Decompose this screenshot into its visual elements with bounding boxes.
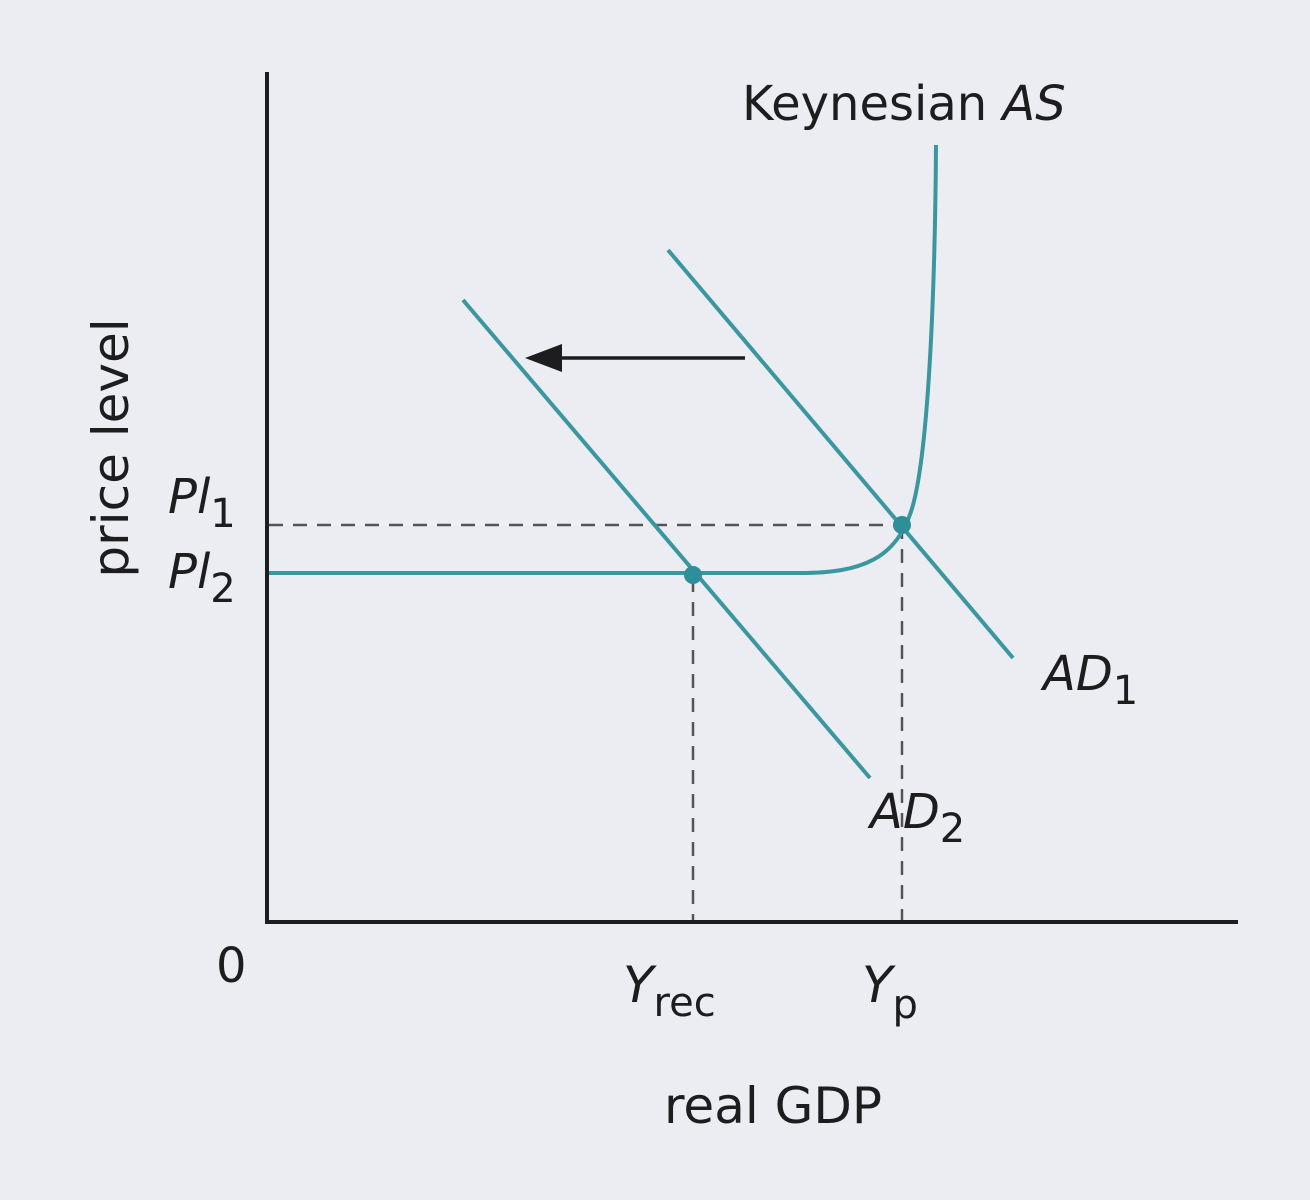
ad1-curve [666, 248, 1015, 660]
y-rec-label: Yrec [623, 956, 716, 1026]
equilibrium-point-ad2 [684, 566, 702, 584]
ad2-curve [461, 298, 872, 780]
as-curve-label: Keynesian AS [742, 76, 1066, 132]
shift-arrow-head-icon [525, 344, 562, 372]
origin-label: 0 [216, 938, 247, 994]
y-axis-label: price level [82, 318, 140, 577]
pl2-label: Pl2 [168, 544, 236, 612]
equilibrium-point-ad1 [893, 516, 911, 534]
pl1-label: Pl1 [168, 469, 236, 537]
x-axis-label: real GDP [664, 1077, 882, 1135]
keynesian-as-curve [269, 144, 938, 575]
y-p-label: Yp [862, 956, 918, 1028]
ad2-label: AD2 [867, 784, 965, 852]
ad1-label: AD1 [1040, 646, 1138, 714]
